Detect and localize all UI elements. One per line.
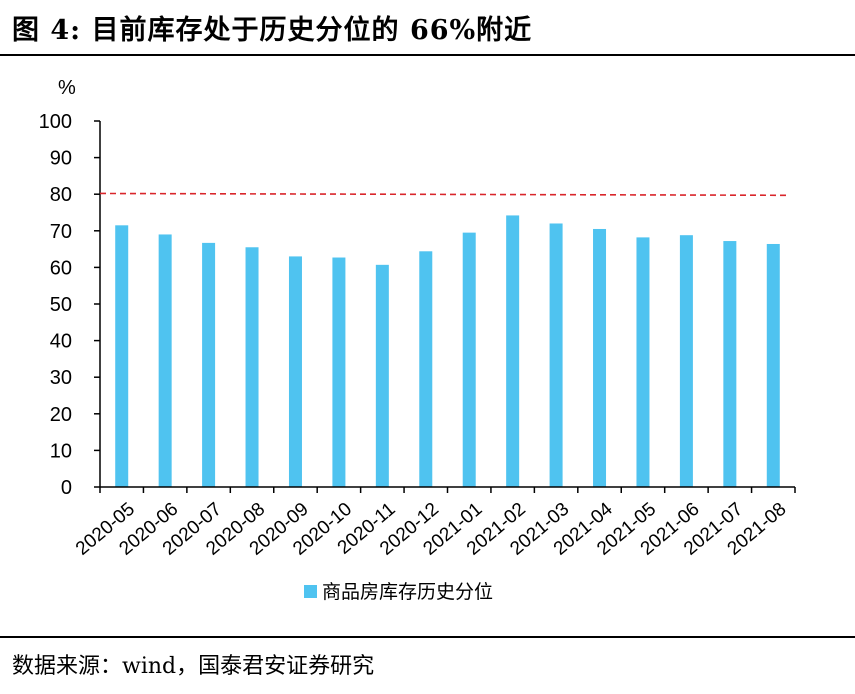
y-axis-unit-label: % (58, 77, 76, 99)
x-axis: 2020-052020-062020-072020-082020-092020-… (72, 486, 796, 560)
bar (419, 251, 433, 487)
bar (158, 234, 172, 487)
y-tick-label: 80 (50, 184, 72, 206)
bar-series (115, 215, 780, 488)
bar (115, 225, 129, 487)
y-tick-label: 90 (50, 148, 72, 170)
bar (549, 223, 563, 488)
y-tick-label: 70 (50, 221, 72, 243)
legend-swatch (304, 585, 317, 598)
bar (766, 243, 780, 487)
bar (723, 241, 737, 487)
bar (202, 242, 216, 487)
bar (332, 257, 346, 487)
legend-label: 商品房库存历史分位 (322, 581, 493, 603)
bar (462, 232, 476, 487)
y-tick-label: 50 (50, 294, 72, 316)
reference-dashed-line (99, 192, 788, 197)
bar (288, 256, 302, 487)
y-tick-label: 30 (50, 367, 72, 389)
y-tick-label: 0 (61, 477, 72, 499)
bar (679, 235, 693, 487)
y-tick-label: 60 (50, 257, 72, 279)
bar (593, 228, 607, 487)
bottom-divider (0, 636, 855, 638)
figure-title: 图 4: 目前库存处于历史分位的 66%附近 (12, 15, 533, 46)
y-tick-label: 10 (50, 440, 72, 462)
bar (375, 264, 389, 487)
y-axis: 0 10 20 30 40 50 60 70 80 90 100 (39, 111, 101, 499)
bar (636, 237, 650, 487)
bar (245, 247, 259, 487)
y-tick-label: 20 (50, 404, 72, 426)
legend: 商品房库存历史分位 (304, 581, 493, 603)
bar (506, 215, 520, 488)
y-tick-label: 40 (50, 331, 72, 353)
top-divider (0, 54, 855, 56)
y-tick-label: 100 (39, 111, 72, 133)
source-note: 数据来源：wind，国泰君安证券研究 (12, 654, 375, 679)
bar-chart: % 0 10 20 30 40 50 60 70 80 90 100 2020-052020-062… (39, 77, 796, 603)
reference-line (99, 192, 788, 197)
